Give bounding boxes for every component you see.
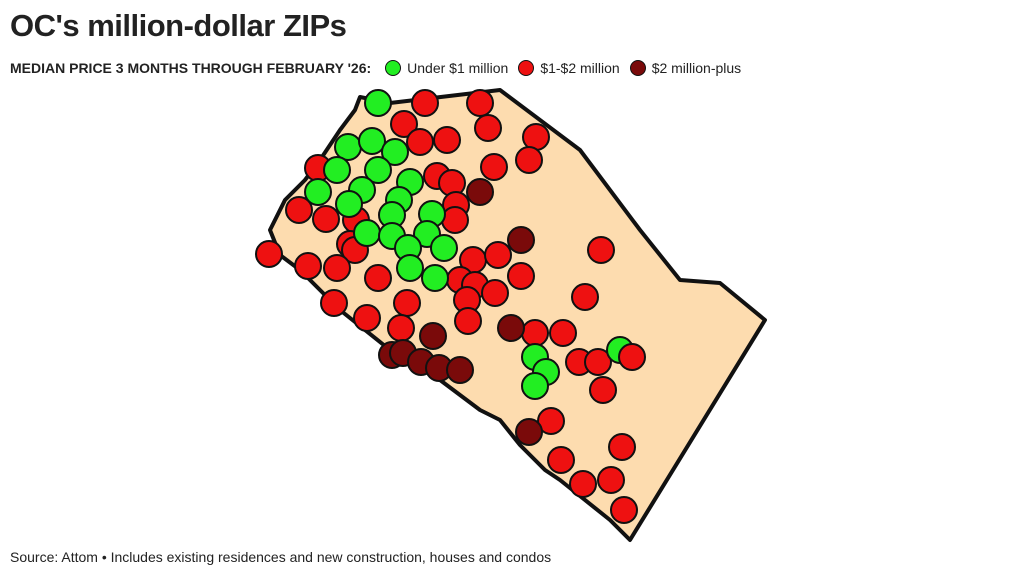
zip-dot bbox=[474, 114, 502, 142]
zip-dot bbox=[353, 219, 381, 247]
legend-label: $1-$2 million bbox=[540, 60, 620, 76]
source-note: Source: Attom • Includes existing reside… bbox=[10, 549, 552, 565]
zip-dot bbox=[454, 307, 482, 335]
zip-dot bbox=[521, 319, 549, 347]
zip-dot bbox=[364, 89, 392, 117]
zip-dot bbox=[387, 314, 415, 342]
legend-title: MEDIAN PRICE 3 MONTHS THROUGH FEBRUARY '… bbox=[10, 60, 372, 76]
zip-dot bbox=[587, 236, 615, 264]
legend-item: $1-$2 million bbox=[518, 60, 620, 76]
legend-swatch bbox=[385, 60, 402, 76]
legend-label: Under $1 million bbox=[407, 60, 509, 76]
zip-dot bbox=[285, 196, 313, 224]
zip-dot bbox=[381, 138, 409, 166]
legend-item: $2 million-plus bbox=[629, 60, 742, 76]
zip-dot bbox=[304, 178, 332, 206]
zip-dot bbox=[323, 156, 351, 184]
zip-dot bbox=[421, 264, 449, 292]
legend-label: $2 million-plus bbox=[651, 60, 742, 76]
zip-dot bbox=[507, 262, 535, 290]
zip-dot bbox=[441, 206, 469, 234]
zip-dot bbox=[396, 254, 424, 282]
zip-dot bbox=[521, 372, 549, 400]
zip-dot bbox=[334, 133, 362, 161]
zip-dot bbox=[618, 343, 646, 371]
title: OC's million-dollar ZIPs bbox=[10, 8, 347, 43]
zip-dot bbox=[571, 283, 599, 311]
zip-dot bbox=[294, 252, 322, 280]
zip-dot bbox=[411, 89, 439, 117]
zip-dot bbox=[466, 178, 494, 206]
zip-dot bbox=[390, 110, 418, 138]
zip-dot bbox=[522, 123, 550, 151]
zip-dot bbox=[515, 418, 543, 446]
zip-dot bbox=[358, 127, 386, 155]
zip-dot bbox=[481, 279, 509, 307]
zip-dot bbox=[537, 407, 565, 435]
zip-dot bbox=[549, 319, 577, 347]
zip-dot bbox=[608, 433, 636, 461]
zip-dot bbox=[335, 190, 363, 218]
legend-item: Under $1 million bbox=[385, 60, 508, 76]
zip-dot bbox=[515, 146, 543, 174]
zip-dot bbox=[353, 304, 381, 332]
zip-dot bbox=[597, 466, 625, 494]
zip-dot bbox=[406, 128, 434, 156]
zip-dot bbox=[312, 205, 340, 233]
zip-dots bbox=[255, 89, 646, 524]
zip-dot bbox=[584, 348, 612, 376]
zip-dot bbox=[589, 376, 617, 404]
legend: MEDIAN PRICE 3 MONTHS THROUGH FEBRUARY '… bbox=[10, 60, 751, 76]
legend-swatch bbox=[629, 60, 646, 76]
zip-dot bbox=[484, 241, 512, 269]
zip-dot bbox=[393, 289, 421, 317]
legend-swatch bbox=[518, 60, 535, 76]
zip-dot bbox=[433, 126, 461, 154]
zip-dot bbox=[364, 264, 392, 292]
zip-dot bbox=[466, 89, 494, 117]
zip-dot bbox=[446, 356, 474, 384]
zip-dot bbox=[430, 234, 458, 262]
zip-dot bbox=[320, 289, 348, 317]
zip-dot bbox=[419, 322, 447, 350]
zip-dot bbox=[569, 470, 597, 498]
zip-dot bbox=[497, 314, 525, 342]
zip-dot bbox=[364, 156, 392, 184]
zip-dot bbox=[480, 153, 508, 181]
zip-dot bbox=[547, 446, 575, 474]
zip-dot bbox=[255, 240, 283, 268]
zip-dot bbox=[610, 496, 638, 524]
zip-dot bbox=[507, 226, 535, 254]
zip-dot bbox=[323, 254, 351, 282]
